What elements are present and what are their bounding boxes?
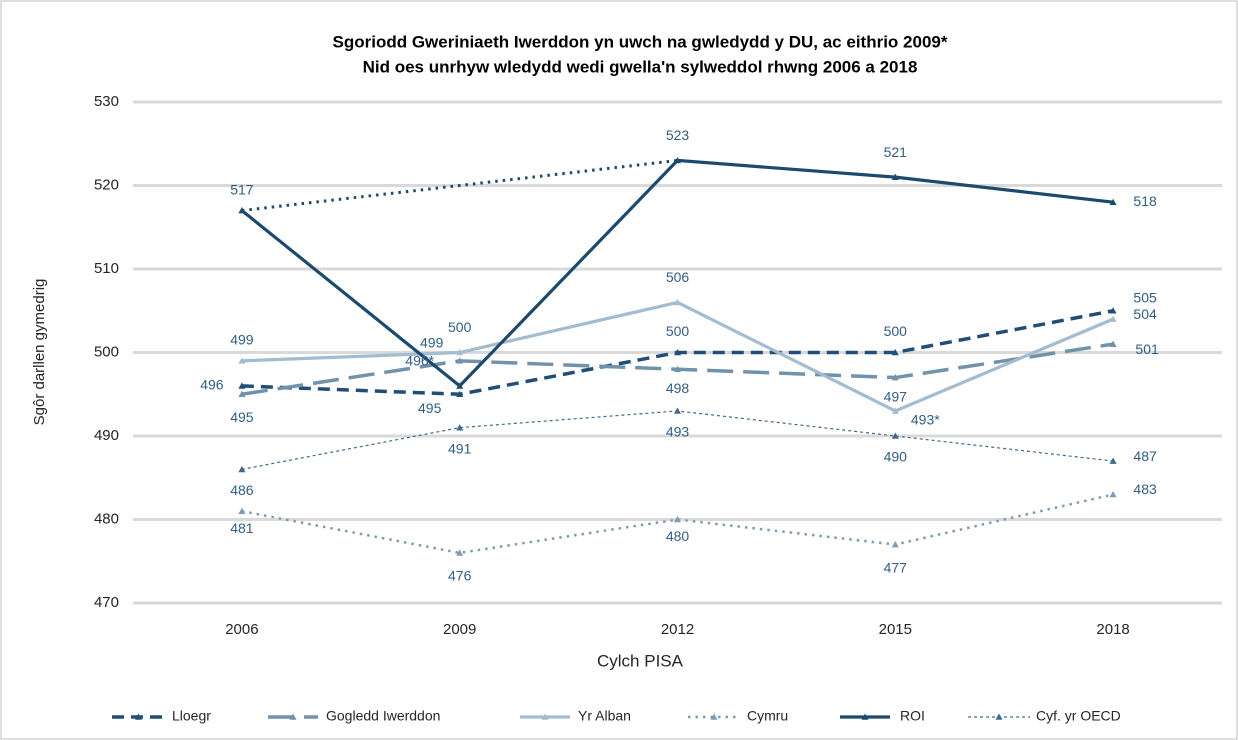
series-line [241,493,1114,555]
data-label: 499 [230,332,254,348]
data-label: 486 [230,482,254,498]
point-marker [1109,490,1117,498]
point-marker [1109,307,1117,314]
point-marker [238,507,246,514]
legend-label: Yr Alban [578,708,631,724]
y-tick-label: 510 [94,260,119,277]
point-marker [891,432,899,439]
legend-label: Lloegr [172,708,211,724]
x-tick-label: 2012 [661,621,694,638]
x-tick-label: 2006 [225,621,258,638]
point-marker [1109,198,1117,205]
data-label: 521 [884,144,908,160]
data-label: 501 [1135,341,1159,357]
point-marker [674,365,681,372]
legend-marker [541,713,549,720]
point-marker [891,349,899,356]
legend: Lloegr Gogledd Iwerddon Yr Alban Cymru ROI Cy… [112,708,1121,724]
point-marker [891,541,899,548]
data-label: 490 [884,449,908,465]
legend-marker [995,713,1003,720]
trend-connector [241,158,678,213]
point-marker [456,390,464,398]
data-label: 500 [884,323,908,339]
data-label: 505 [1133,289,1157,305]
legend-label: ROI [900,708,925,724]
data-label: 497 [884,388,908,404]
y-axis-title: Sgôr darllen gymedrig [31,279,48,426]
data-label: 495 [418,400,442,416]
y-tick-label: 480 [94,510,119,527]
data-label: 500 [666,323,690,339]
point-marker [238,357,246,364]
y-tick-label: 500 [94,343,119,360]
data-label: 517 [230,181,254,197]
point-marker [674,516,681,523]
point-marker [1109,315,1117,322]
data-label: 493* [911,412,940,428]
data-label: 496* [405,353,434,369]
point-marker [456,349,464,356]
chart-subtitle: Nid oes unrhyw wledydd wedi gwella'n syl… [363,57,918,76]
legend-label: Cymru [747,708,788,724]
point-marker [238,465,246,473]
data-label: 481 [230,520,254,536]
data-label: 493 [666,424,690,440]
data-label: 500 [448,319,472,335]
point-marker [238,390,246,398]
x-tick-label: 2015 [879,621,912,638]
y-tick-label: 520 [94,176,119,193]
point-marker [1109,340,1117,347]
data-label: 491 [448,440,472,456]
data-label: 477 [884,559,908,575]
point-marker [674,156,681,164]
data-label: 487 [1133,448,1157,464]
point-marker [1109,457,1117,464]
x-tick-label: 2009 [443,621,476,638]
point-marker [456,382,464,389]
point-marker [891,173,899,180]
data-label: 518 [1133,193,1157,209]
legend-marker [861,713,869,720]
y-tick-label: 530 [94,93,119,110]
point-marker [238,207,246,214]
point-marker [674,349,681,356]
data-label: 496 [200,377,224,393]
point-marker [238,382,246,389]
data-label: 504 [1133,306,1157,322]
point-marker [891,407,899,414]
x-axis-title: Cylch PISA [597,651,684,670]
point-marker [456,549,464,556]
point-marker [674,298,681,306]
data-label: 476 [448,568,472,584]
y-tick-label: 470 [94,594,119,611]
x-tick-label: 2018 [1096,621,1129,638]
data-label: 480 [666,528,690,544]
legend-label: Cyf. yr OECD [1036,708,1121,724]
point-marker [456,424,464,431]
point-marker [456,357,464,364]
data-label: 495 [230,409,254,425]
data-label: 523 [666,127,690,143]
data-label: 483 [1133,481,1157,497]
legend-marker [289,713,297,720]
point-marker [674,407,681,414]
legend-label: Gogledd Iwerddon [326,708,440,724]
point-marker [891,374,899,381]
y-tick-label: 490 [94,427,119,444]
data-label: 499 [420,335,444,351]
data-label: 506 [666,269,690,285]
chart-title: Sgoriodd Gweriniaeth Iwerddon yn uwch na… [333,32,948,51]
legend-marker [710,713,718,720]
data-label: 498 [666,380,690,396]
legend-marker [135,713,142,720]
grid: 470 480 490 500 510 520 530 2006 2009 2012 2015 201… [94,93,1222,638]
